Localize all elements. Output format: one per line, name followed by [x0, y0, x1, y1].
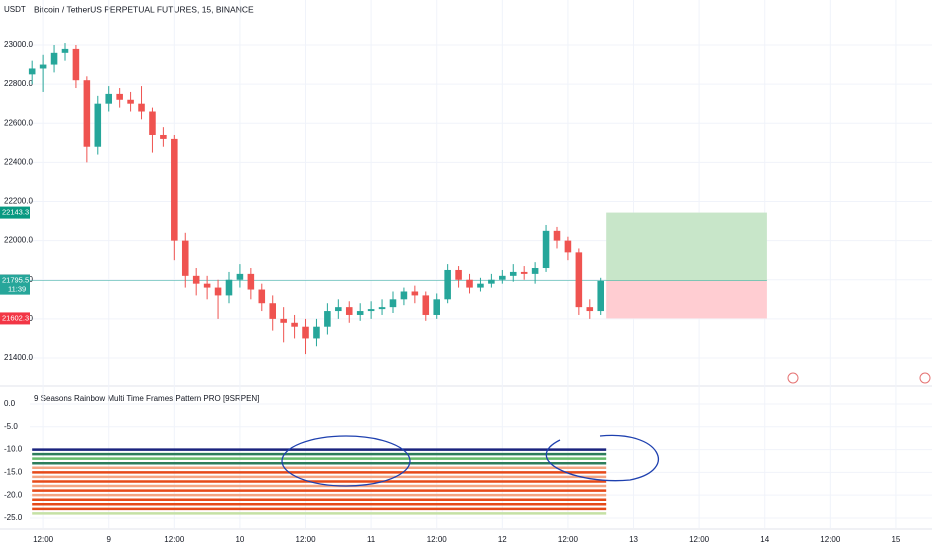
- candle-body: [105, 93, 112, 104]
- candle-body: [116, 93, 123, 100]
- candle-body: [597, 280, 604, 312]
- candle-body: [269, 303, 276, 319]
- candle-body: [345, 307, 353, 315]
- event-icon[interactable]: [919, 372, 931, 384]
- stop-label: 21602.3: [2, 313, 29, 322]
- candle-body: [455, 269, 462, 280]
- candle-body: [280, 318, 287, 323]
- entry-label: 21795.5: [2, 276, 29, 285]
- y-tick-label: 0.0: [4, 399, 16, 408]
- x-tick-label: 12:00: [164, 535, 185, 544]
- currency: USDT: [4, 5, 26, 14]
- annotation-circle: [281, 435, 411, 487]
- loss-zone: [606, 280, 767, 319]
- candle-body: [138, 103, 145, 112]
- candle-body: [378, 307, 386, 310]
- candle-body: [258, 289, 266, 304]
- target-label: 22143.3: [2, 208, 29, 217]
- y-tick-label: -15.0: [4, 467, 23, 476]
- candle-body: [192, 275, 200, 284]
- x-tick-label: 15: [891, 535, 900, 544]
- annotation-circle: [545, 434, 659, 482]
- candle-body: [61, 48, 69, 53]
- y-tick-label: 22400.0: [4, 157, 33, 166]
- candle-body: [94, 103, 102, 147]
- x-tick-label: 12:00: [427, 535, 448, 544]
- event-icon[interactable]: [787, 372, 799, 384]
- candle-body: [389, 299, 397, 308]
- candle-body: [564, 240, 572, 253]
- candle-body: [433, 299, 440, 315]
- candle-body: [367, 309, 375, 312]
- candle-body: [203, 283, 211, 288]
- candle-body: [313, 326, 320, 339]
- y-tick-label: 22000.0: [4, 236, 33, 245]
- candle-body: [127, 99, 134, 104]
- candle-body: [171, 138, 178, 241]
- candle-body: [488, 279, 495, 284]
- candle-body: [247, 273, 255, 290]
- y-tick-label: -20.0: [4, 490, 23, 499]
- candle-body: [160, 134, 167, 139]
- candle-body: [422, 295, 430, 315]
- candle-body: [400, 291, 408, 300]
- candle-body: [509, 271, 517, 276]
- y-tick-label: -25.0: [4, 513, 23, 522]
- candle-body: [586, 307, 594, 312]
- candle-body: [499, 275, 506, 280]
- x-tick-label: 14: [760, 535, 769, 544]
- candle-body: [291, 322, 298, 327]
- candle-body: [28, 68, 36, 75]
- candle-body: [542, 230, 550, 269]
- candle-body: [236, 273, 244, 280]
- candle-body: [50, 52, 58, 65]
- candle-body: [553, 230, 561, 241]
- candle-body: [302, 326, 309, 339]
- stop-label-box: [0, 312, 30, 325]
- candle-body: [531, 268, 539, 274]
- x-tick-label: 12:00: [558, 535, 579, 544]
- y-tick-label: 23000.0: [4, 40, 33, 49]
- candle-body: [214, 287, 222, 296]
- candle-body: [83, 80, 91, 147]
- candle-body: [575, 252, 583, 308]
- y-tick-label: 22200.0: [4, 197, 33, 206]
- x-tick-label: 12:00: [33, 535, 54, 544]
- target-label-box: [0, 206, 30, 219]
- candle-body: [72, 48, 80, 81]
- indicator-title: 9 Seasons Rainbow Multi Time Frames Patt…: [34, 394, 259, 403]
- profit-zone: [606, 212, 767, 281]
- chart-title: Bitcoin / TetherUS PERPETUAL FUTURES, 15…: [34, 4, 254, 14]
- y-tick-label: 22600.0: [4, 118, 33, 127]
- x-tick-label: 13: [629, 535, 638, 544]
- candle-body: [444, 269, 451, 300]
- x-tick-label: 12:00: [296, 535, 317, 544]
- entry-box: [0, 274, 30, 295]
- y-tick-label: 22800.0: [4, 79, 33, 88]
- x-tick-label: 12: [498, 535, 507, 544]
- x-tick-label: 10: [235, 535, 244, 544]
- x-tick-label: 12:00: [820, 535, 841, 544]
- x-tick-label: 9: [106, 535, 111, 544]
- y-tick-label: 21400.0: [4, 353, 33, 362]
- candle-body: [149, 111, 156, 135]
- x-tick-label: 12:00: [689, 535, 710, 544]
- candle-body: [335, 307, 342, 312]
- y-tick-label: -5.0: [4, 422, 18, 431]
- candle-body: [520, 271, 528, 274]
- candle-body: [324, 311, 331, 327]
- candle-body: [466, 279, 473, 288]
- candle-body: [225, 279, 233, 296]
- candle-body: [356, 311, 364, 315]
- x-tick-label: 11: [367, 535, 376, 544]
- y-tick-label: -10.0: [4, 445, 23, 454]
- candle-body: [181, 240, 189, 276]
- countdown: 11:39: [8, 285, 26, 294]
- candle-body: [477, 283, 484, 288]
- candle-body: [39, 64, 47, 69]
- candle-body: [411, 291, 419, 296]
